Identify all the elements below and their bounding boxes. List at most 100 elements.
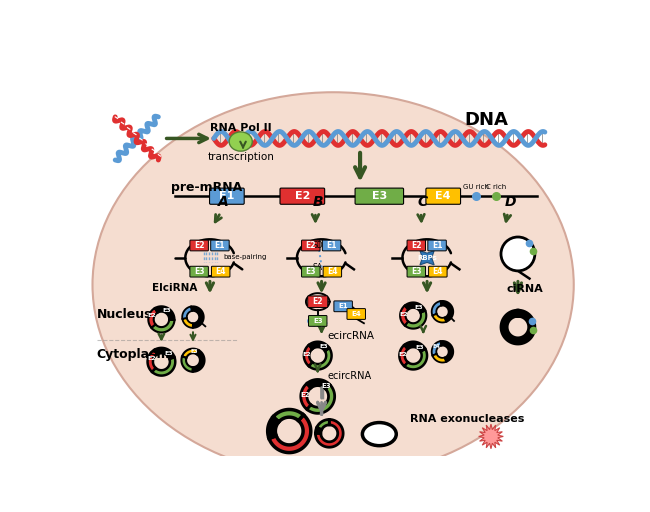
Text: C: C	[418, 195, 428, 209]
Text: ecircRNA: ecircRNA	[328, 371, 372, 381]
Polygon shape	[304, 345, 313, 366]
Text: ecircRNA: ecircRNA	[328, 331, 375, 340]
Polygon shape	[193, 350, 205, 372]
Polygon shape	[432, 314, 447, 323]
Ellipse shape	[229, 132, 252, 151]
Polygon shape	[404, 342, 425, 351]
Text: E3: E3	[162, 308, 171, 313]
Text: Cytoplasm: Cytoplasm	[97, 348, 170, 361]
Polygon shape	[182, 307, 192, 319]
FancyBboxPatch shape	[426, 188, 461, 204]
Polygon shape	[301, 383, 311, 410]
FancyBboxPatch shape	[307, 296, 328, 307]
Text: C rich: C rich	[486, 184, 506, 190]
Polygon shape	[155, 306, 174, 320]
Text: E3: E3	[164, 351, 173, 356]
FancyBboxPatch shape	[209, 188, 244, 204]
Text: E1: E1	[338, 303, 348, 309]
Polygon shape	[183, 318, 193, 328]
Text: ciRNA: ciRNA	[506, 285, 543, 294]
FancyBboxPatch shape	[211, 240, 229, 251]
Text: E3: E3	[320, 344, 328, 349]
Text: E4: E4	[433, 267, 443, 276]
Polygon shape	[309, 348, 332, 370]
Text: E4: E4	[215, 267, 226, 276]
Polygon shape	[182, 349, 199, 358]
Text: E2: E2	[294, 191, 310, 201]
Text: E2: E2	[399, 312, 408, 317]
Text: E4: E4	[433, 344, 441, 349]
Polygon shape	[432, 341, 441, 355]
FancyBboxPatch shape	[407, 266, 426, 277]
Text: E3: E3	[415, 305, 423, 310]
Text: base-pairing: base-pairing	[224, 253, 267, 260]
Ellipse shape	[363, 422, 396, 445]
Text: E3: E3	[321, 383, 331, 389]
Text: Nucleus: Nucleus	[97, 308, 152, 321]
Text: E1: E1	[219, 191, 235, 201]
Text: E2: E2	[398, 352, 407, 357]
Text: E1: E1	[214, 241, 225, 250]
Polygon shape	[432, 354, 447, 362]
FancyBboxPatch shape	[309, 315, 327, 326]
Polygon shape	[432, 301, 441, 315]
Text: E2: E2	[411, 241, 422, 250]
Polygon shape	[151, 319, 174, 332]
Polygon shape	[309, 342, 330, 351]
Polygon shape	[441, 341, 453, 362]
Text: E3: E3	[190, 349, 198, 354]
Text: RNA exonucleases: RNA exonucleases	[410, 414, 525, 424]
FancyBboxPatch shape	[302, 240, 320, 251]
Text: E3: E3	[411, 267, 422, 276]
Text: ElciRNA: ElciRNA	[152, 283, 198, 293]
Text: RBPs: RBPs	[417, 255, 437, 261]
Polygon shape	[420, 251, 434, 265]
Text: E3: E3	[313, 318, 322, 324]
Text: E1: E1	[432, 241, 442, 250]
FancyBboxPatch shape	[302, 266, 320, 277]
FancyBboxPatch shape	[355, 188, 404, 204]
Text: GU rich: GU rich	[463, 184, 489, 190]
Text: E2: E2	[147, 355, 155, 360]
Text: E4: E4	[327, 267, 337, 276]
Polygon shape	[317, 419, 330, 430]
Text: E4: E4	[352, 311, 361, 317]
Polygon shape	[307, 379, 330, 389]
Text: pre-mRNA: pre-mRNA	[172, 181, 242, 194]
FancyBboxPatch shape	[407, 240, 426, 251]
FancyBboxPatch shape	[428, 240, 447, 251]
Polygon shape	[307, 385, 335, 413]
Text: transcription: transcription	[207, 152, 274, 162]
FancyBboxPatch shape	[322, 240, 341, 251]
Polygon shape	[478, 424, 503, 449]
Polygon shape	[152, 357, 176, 376]
Text: D: D	[505, 195, 516, 209]
Text: E2: E2	[306, 241, 316, 250]
Polygon shape	[273, 410, 304, 422]
Text: E3: E3	[306, 267, 316, 276]
Polygon shape	[268, 417, 279, 438]
FancyBboxPatch shape	[211, 266, 230, 277]
Text: E2: E2	[148, 313, 156, 318]
Text: E1: E1	[326, 241, 337, 250]
Polygon shape	[405, 311, 426, 329]
Polygon shape	[269, 415, 311, 453]
FancyBboxPatch shape	[323, 266, 342, 277]
Polygon shape	[148, 350, 157, 372]
Text: E2: E2	[194, 241, 204, 250]
Text: E3: E3	[416, 345, 424, 350]
FancyBboxPatch shape	[190, 240, 209, 251]
Polygon shape	[400, 306, 408, 326]
Text: E2: E2	[313, 297, 323, 306]
Polygon shape	[315, 419, 343, 447]
Text: E4: E4	[436, 191, 451, 201]
Text: DNA: DNA	[464, 111, 508, 129]
FancyBboxPatch shape	[334, 301, 352, 312]
Text: A: A	[218, 195, 228, 209]
FancyBboxPatch shape	[428, 266, 447, 277]
Text: E2: E2	[300, 392, 309, 398]
Polygon shape	[501, 310, 535, 344]
Text: E3: E3	[372, 191, 387, 201]
Polygon shape	[315, 428, 322, 433]
Text: E3: E3	[194, 267, 204, 276]
